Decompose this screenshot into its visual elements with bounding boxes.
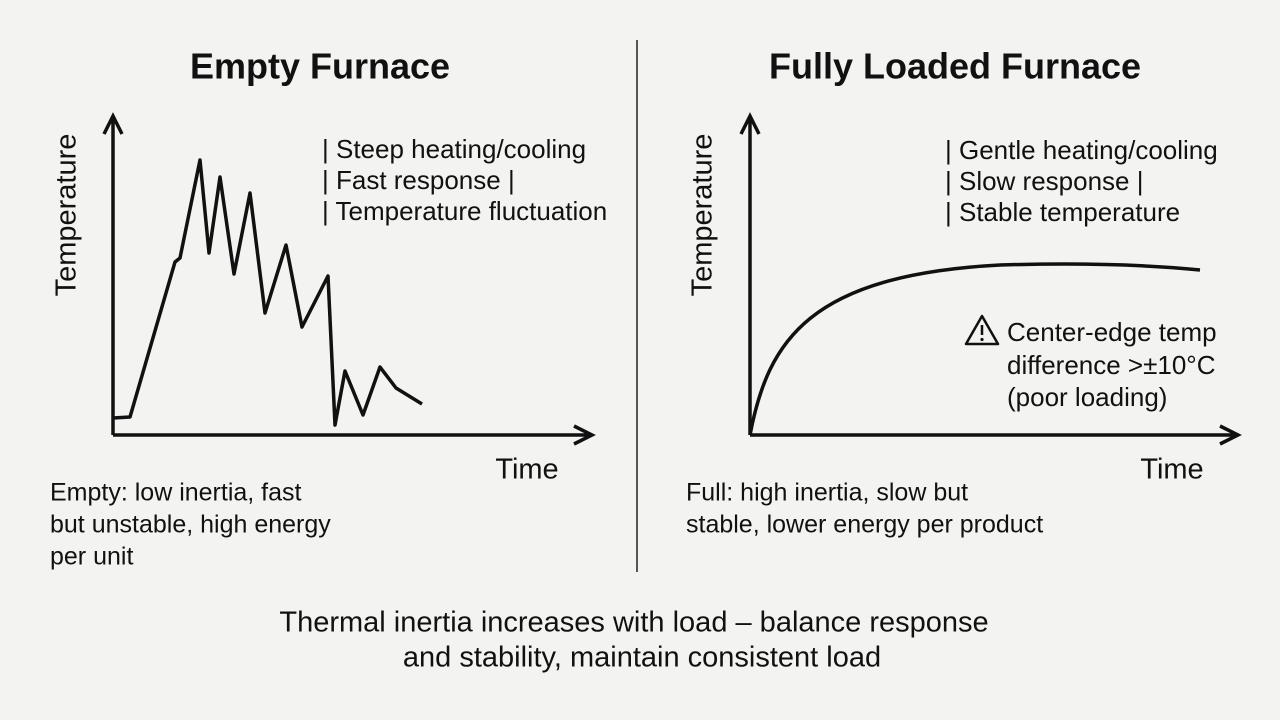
right-summary: Full: high inertia, slow but <box>686 479 968 507</box>
right-axes <box>739 112 1242 446</box>
left-curve <box>112 158 423 427</box>
right-note: | Slow response | <box>945 166 1144 196</box>
caption: Thermal inertia increases with load – ba… <box>279 607 988 639</box>
left-note: | Fast response | <box>322 165 515 195</box>
caption: and stability, maintain consistent load <box>403 642 881 674</box>
right-curve <box>748 262 1201 436</box>
warning-text: Center-edge temp <box>1007 317 1217 347</box>
right-summary: stable, lower energy per product <box>686 511 1043 539</box>
right-note: | Stable temperature <box>945 197 1180 227</box>
left-summary: but unstable, high energy <box>50 511 331 539</box>
left-axes <box>102 112 596 446</box>
warning-icon <box>964 314 1000 346</box>
left-summary: per unit <box>50 543 133 571</box>
warning-text: (poor loading) <box>1007 382 1167 412</box>
right-note: | Gentle heating/cooling <box>945 135 1218 165</box>
left-title: Empty Furnace <box>190 46 450 87</box>
left-note: | Steep heating/cooling <box>322 134 586 164</box>
left-note: | Temperature fluctuation <box>322 196 607 226</box>
left-x-label: Time <box>495 454 558 486</box>
warning-text: difference >±10°C <box>1007 350 1215 380</box>
left-summary: Empty: low inertia, fast <box>50 479 302 507</box>
right-y-label: Temperature <box>687 134 719 297</box>
left-y-label: Temperature <box>51 134 83 297</box>
right-title: Fully Loaded Furnace <box>769 46 1141 87</box>
right-x-label: Time <box>1140 454 1203 486</box>
